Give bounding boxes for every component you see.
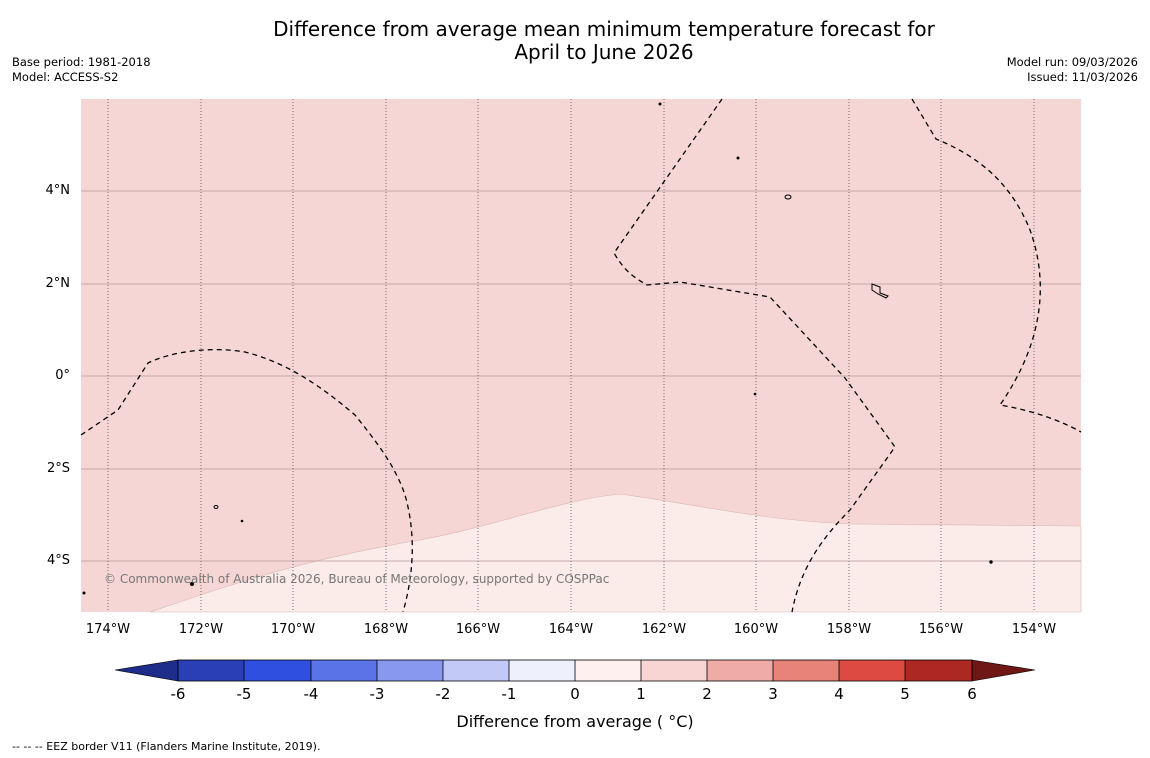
lon-label-168w: 168°W bbox=[363, 622, 409, 637]
colorbar-tick: -2 bbox=[435, 685, 451, 703]
island bbox=[784, 194, 792, 200]
title-line-1: Difference from average mean minimum tem… bbox=[273, 17, 935, 41]
model-name: Model: ACCESS-S2 bbox=[12, 70, 119, 84]
colorbar-swatch bbox=[178, 660, 244, 681]
footer-legend: -- -- -- EEZ border V11 (Flanders Marine… bbox=[12, 740, 321, 753]
colorbar-swatch bbox=[839, 660, 905, 681]
colorbar-tick: -6 bbox=[170, 685, 186, 703]
meta-right: Model run: 09/03/2026 Issued: 11/03/2026 bbox=[1007, 55, 1138, 85]
lat-label-2s: 2°S bbox=[46, 461, 70, 476]
colorbar-swatch bbox=[311, 660, 377, 681]
colorbar-swatch bbox=[905, 660, 972, 681]
islands bbox=[82, 102, 993, 595]
issued-date: Issued: 11/03/2026 bbox=[1027, 70, 1138, 84]
colorbar-swatch bbox=[641, 660, 707, 681]
eez-border-central bbox=[613, 98, 896, 613]
colorbar bbox=[114, 659, 1036, 682]
colorbar-tick: 5 bbox=[900, 685, 910, 703]
colorbar-max-arrow bbox=[971, 659, 1036, 682]
colorbar-tick: 2 bbox=[702, 685, 712, 703]
lat-label-4n: 4°N bbox=[45, 183, 71, 198]
island bbox=[213, 505, 219, 509]
meta-left: Base period: 1981-2018 Model: ACCESS-S2 bbox=[12, 55, 151, 85]
colorbar-swatch bbox=[377, 660, 443, 681]
colorbar-swatch bbox=[707, 660, 773, 681]
lon-label-172w: 172°W bbox=[178, 622, 224, 637]
title-line-2: April to June 2026 bbox=[514, 40, 694, 64]
lon-label-170w: 170°W bbox=[270, 622, 316, 637]
colorbar-swatch bbox=[443, 660, 509, 681]
colorbar-swatch bbox=[773, 660, 839, 681]
latitude-gridlines bbox=[81, 190, 1081, 562]
colorbar-tick: 0 bbox=[570, 685, 580, 703]
lat-label-2n: 2°N bbox=[45, 276, 71, 291]
lon-label-166w: 166°W bbox=[455, 622, 501, 637]
colorbar-label: Difference from average ( °C) bbox=[456, 712, 694, 731]
lat-label-0: 0° bbox=[55, 368, 70, 383]
colorbar-tick: -1 bbox=[501, 685, 517, 703]
colorbar-swatch bbox=[244, 660, 311, 681]
colorbar-tick: -3 bbox=[369, 685, 385, 703]
island bbox=[871, 283, 889, 299]
island bbox=[240, 519, 244, 523]
island bbox=[82, 591, 86, 595]
island bbox=[190, 582, 194, 586]
eez-borders bbox=[80, 98, 1082, 613]
colorbar-swatch bbox=[509, 660, 575, 681]
colorbar-min-arrow bbox=[114, 659, 179, 682]
colorbar-tick: 1 bbox=[636, 685, 646, 703]
colorbar-swatch bbox=[575, 660, 641, 681]
chart-title: Difference from average mean minimum tem… bbox=[0, 18, 1150, 64]
colorbar-tick: -4 bbox=[303, 685, 319, 703]
colorbar-tick: 4 bbox=[834, 685, 844, 703]
lon-label-164w: 164°W bbox=[548, 622, 594, 637]
island bbox=[658, 102, 662, 106]
copyright-text: © Commonwealth of Australia 2026, Bureau… bbox=[104, 572, 610, 586]
lon-label-174w: 174°W bbox=[85, 622, 131, 637]
lon-label-162w: 162°W bbox=[641, 622, 687, 637]
model-run: Model run: 09/03/2026 bbox=[1006, 55, 1138, 69]
colorbar-tick: 3 bbox=[768, 685, 778, 703]
base-period: Base period: 1981-2018 bbox=[12, 55, 151, 69]
lon-label-154w: 154°W bbox=[1011, 622, 1057, 637]
island bbox=[989, 560, 993, 564]
lon-label-156w: 156°W bbox=[918, 622, 964, 637]
lat-label-4s: 4°S bbox=[46, 553, 70, 568]
eez-border-east bbox=[911, 98, 1082, 433]
lon-label-158w: 158°W bbox=[826, 622, 872, 637]
eez-border-west bbox=[80, 348, 413, 613]
island bbox=[736, 156, 740, 160]
colorbar-tick: -5 bbox=[236, 685, 252, 703]
colorbar-tick: 6 bbox=[967, 685, 977, 703]
island bbox=[753, 392, 757, 396]
anomaly-band-0-1 bbox=[149, 493, 1082, 613]
lon-label-160w: 160°W bbox=[733, 622, 779, 637]
